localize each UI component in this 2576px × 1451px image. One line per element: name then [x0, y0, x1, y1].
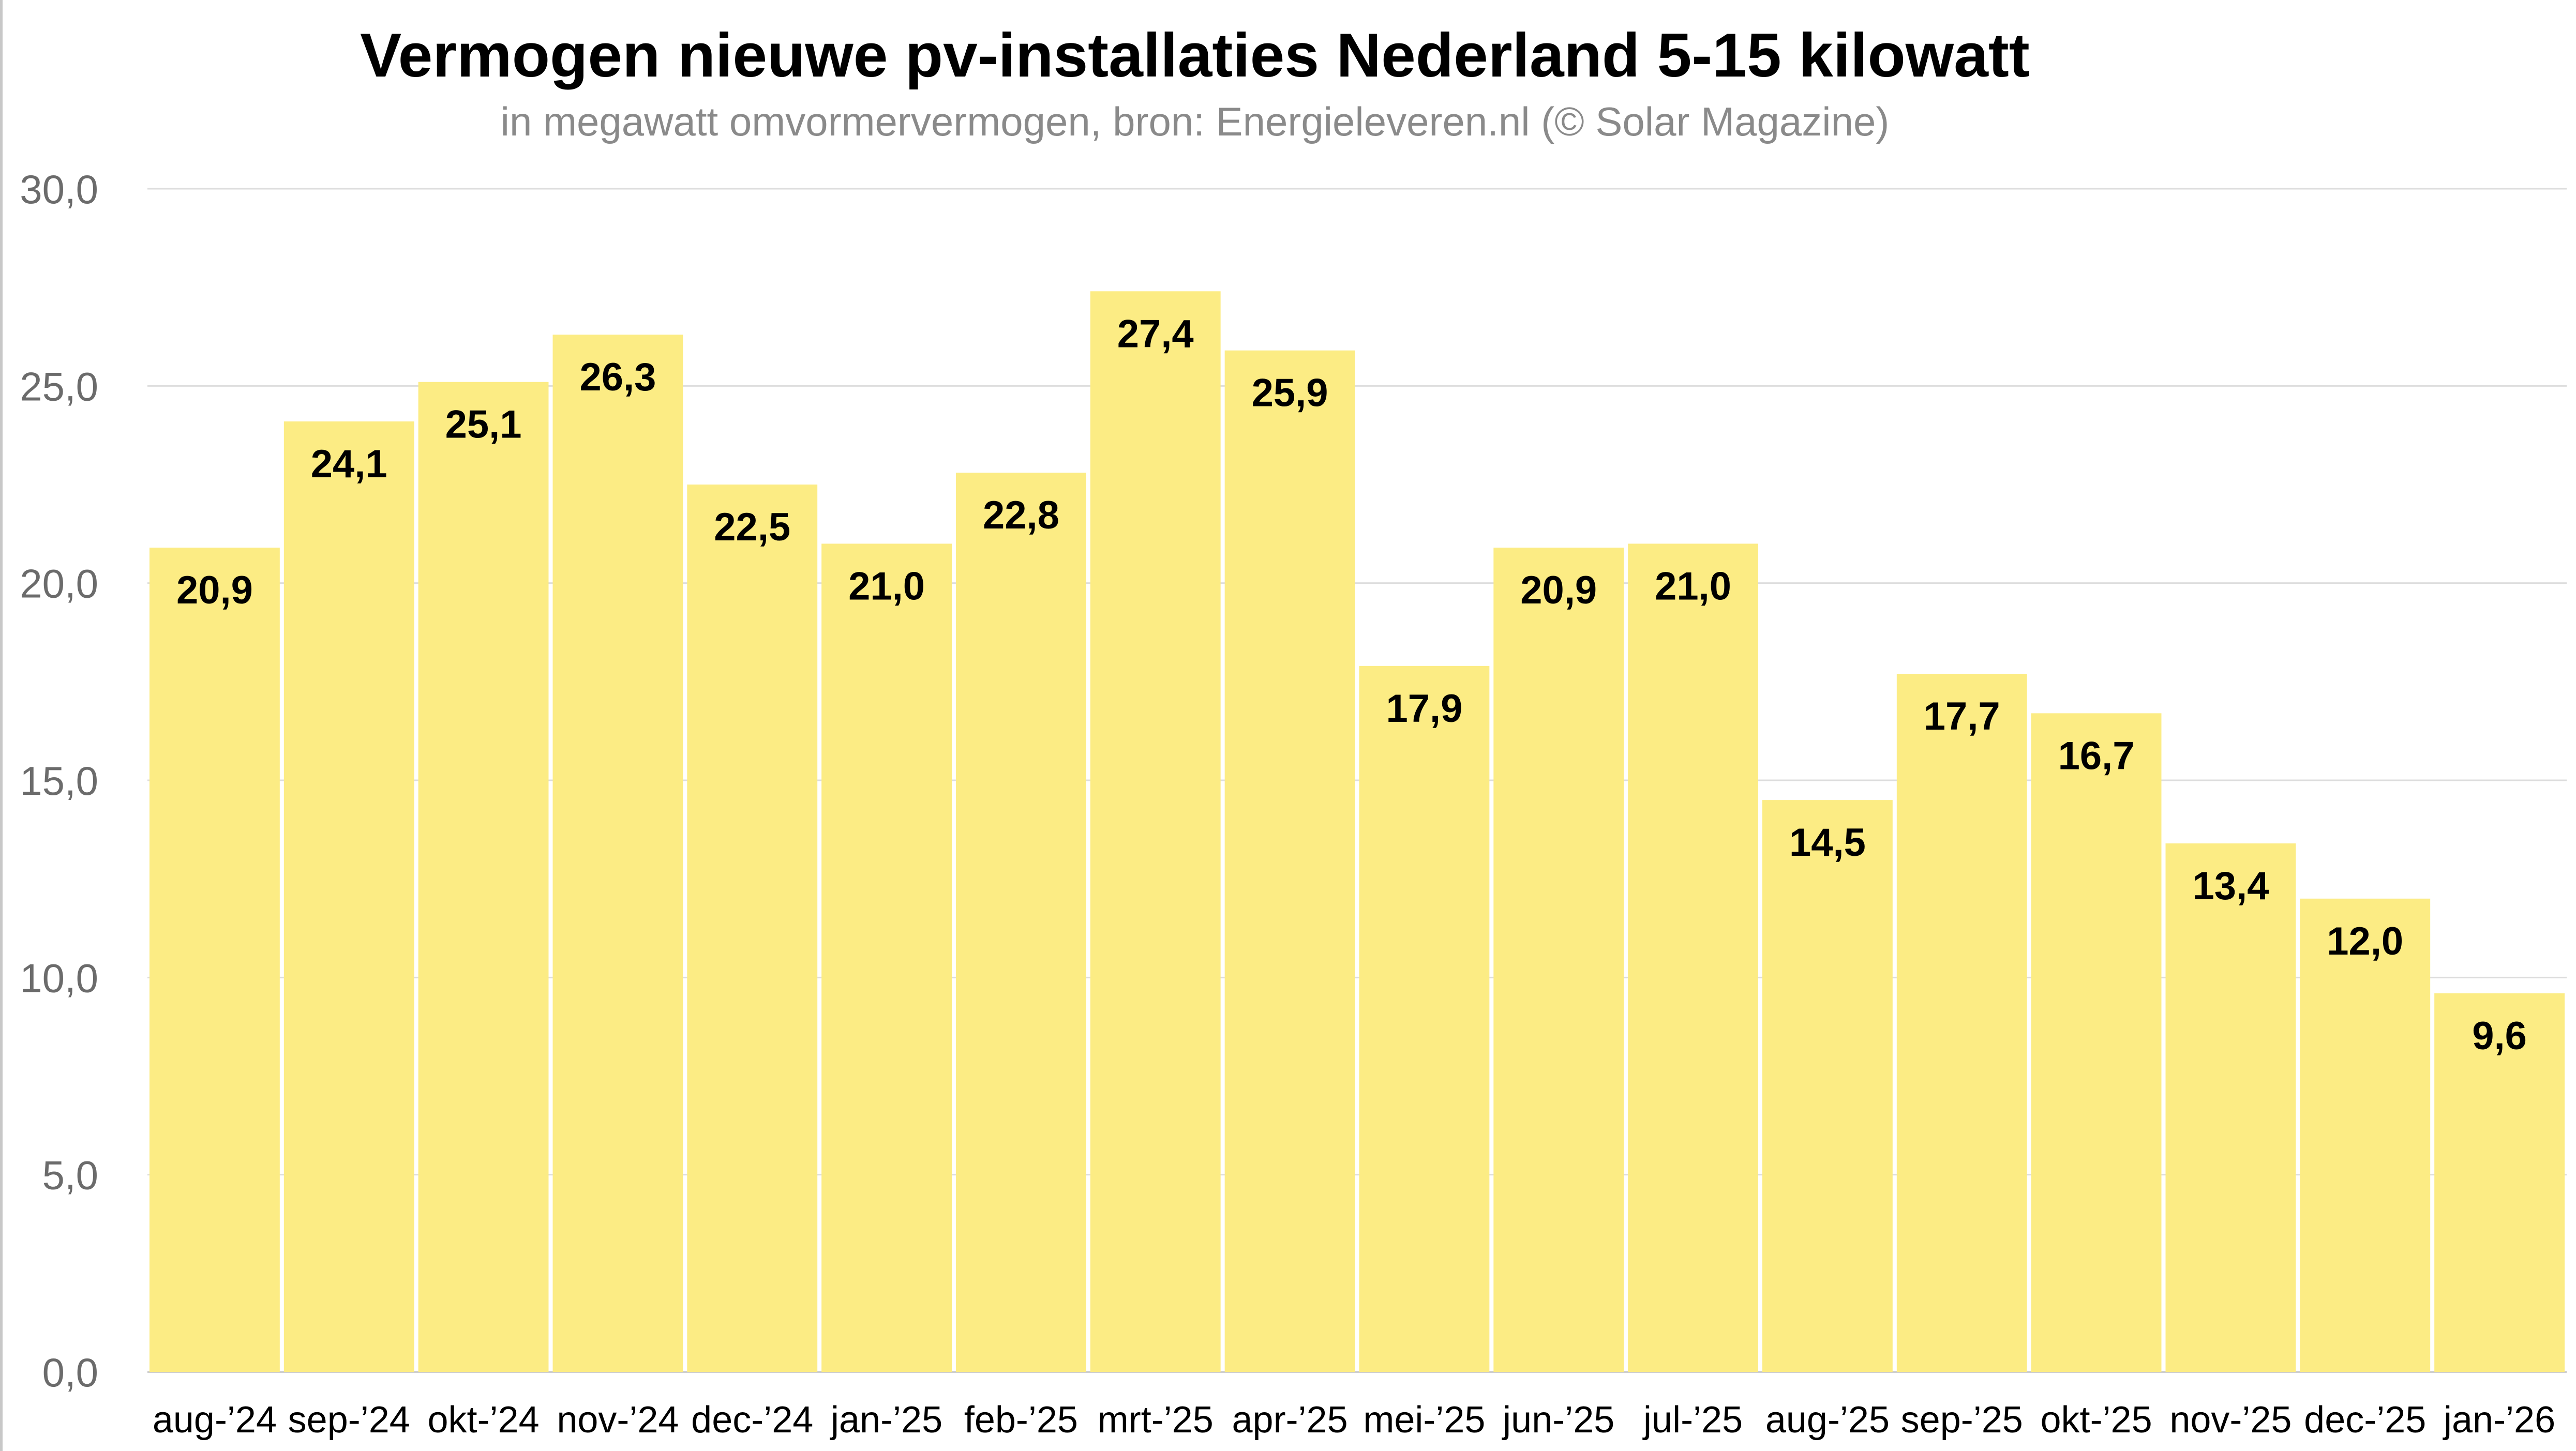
- x-tick-label: apr-’25: [1232, 1399, 1348, 1441]
- x-tick-label: mei-’25: [1363, 1399, 1485, 1441]
- data-label: 20,9: [176, 568, 253, 612]
- data-label: 17,9: [1386, 687, 1462, 731]
- x-tick-label: jul-’25: [1642, 1399, 1743, 1441]
- bar: [2300, 898, 2431, 1372]
- data-label: 20,9: [1520, 568, 1597, 612]
- bar: [149, 548, 280, 1372]
- bar: [2031, 713, 2162, 1372]
- x-tick-label: dec-’25: [2304, 1399, 2426, 1441]
- data-label: 24,1: [311, 442, 387, 486]
- x-tick-label: jan-’26: [2443, 1399, 2555, 1441]
- value-labels: 20,9 24,1 25,1 26,3 22,5 21,0 22,8 27,4 25,9 17,9…: [176, 312, 2527, 1058]
- data-label: 12,0: [2327, 919, 2403, 963]
- data-label: 9,6: [2472, 1014, 2527, 1058]
- data-label: 25,1: [445, 403, 522, 447]
- y-tick-label: 15,0: [20, 758, 98, 804]
- left-border: [0, 0, 3, 1451]
- data-label: 14,5: [1789, 821, 1866, 865]
- bar: [821, 543, 952, 1372]
- x-tick-label: okt-’25: [2041, 1399, 2152, 1441]
- data-label: 17,7: [1924, 694, 2000, 738]
- bar: [1762, 800, 1893, 1372]
- x-tick-label: sep-’24: [288, 1399, 410, 1441]
- y-tick-label: 25,0: [20, 364, 98, 409]
- bar: [1224, 350, 1355, 1372]
- y-axis-ticks: 0,0 5,0 10,0 15,0 20,0 25,0 30,0: [20, 167, 98, 1395]
- chart-title: Vermogen nieuwe pv-installaties Nederlan…: [360, 21, 2030, 90]
- bar: [283, 421, 414, 1372]
- y-tick-label: 30,0: [20, 167, 98, 212]
- x-tick-label: dec-’24: [691, 1399, 813, 1441]
- chart-subtitle: in megawatt omvormervermogen, bron: Ener…: [500, 99, 1890, 144]
- y-tick-label: 10,0: [20, 955, 98, 1001]
- x-tick-label: aug-’25: [1765, 1399, 1890, 1441]
- x-tick-label: nov-’25: [2169, 1399, 2292, 1441]
- x-tick-label: aug-’24: [153, 1399, 277, 1441]
- data-label: 27,4: [1117, 312, 1194, 356]
- gridlines: [147, 188, 2567, 1373]
- bar: [1090, 291, 1221, 1372]
- data-label: 21,0: [1655, 564, 1731, 608]
- x-tick-label: mrt-’25: [1098, 1399, 1214, 1441]
- data-label: 13,4: [2192, 864, 2269, 908]
- data-label: 22,5: [714, 505, 790, 549]
- bar: [1493, 548, 1624, 1372]
- x-tick-label: sep-’25: [1901, 1399, 2023, 1441]
- bar: [2434, 993, 2565, 1372]
- bars: [149, 291, 2565, 1372]
- bar: [1628, 543, 1758, 1372]
- data-label: 25,9: [1252, 371, 1328, 415]
- data-label: 16,7: [2058, 734, 2135, 778]
- x-tick-label: feb-’25: [964, 1399, 1078, 1441]
- x-tick-label: jun-’25: [1502, 1399, 1614, 1441]
- y-tick-label: 0,0: [42, 1350, 98, 1395]
- y-tick-label: 5,0: [42, 1153, 98, 1198]
- y-tick-label: 20,0: [20, 561, 98, 607]
- data-label: 26,3: [579, 355, 656, 399]
- x-tick-label: okt-’24: [428, 1399, 540, 1441]
- x-tick-label: jan-’25: [830, 1399, 942, 1441]
- bar: [956, 473, 1086, 1372]
- bar: [1359, 666, 1490, 1372]
- data-label: 21,0: [848, 564, 925, 608]
- bar: [687, 485, 818, 1372]
- x-axis-ticks: aug-’24 sep-’24 okt-’24 nov-’24 dec-’24 jan-’…: [153, 1399, 2555, 1441]
- bar: [552, 335, 683, 1372]
- bar: [1896, 674, 2027, 1372]
- bar: [2165, 843, 2296, 1372]
- x-tick-label: nov-’24: [557, 1399, 679, 1441]
- data-label: 22,8: [983, 493, 1059, 537]
- bar: [418, 382, 549, 1372]
